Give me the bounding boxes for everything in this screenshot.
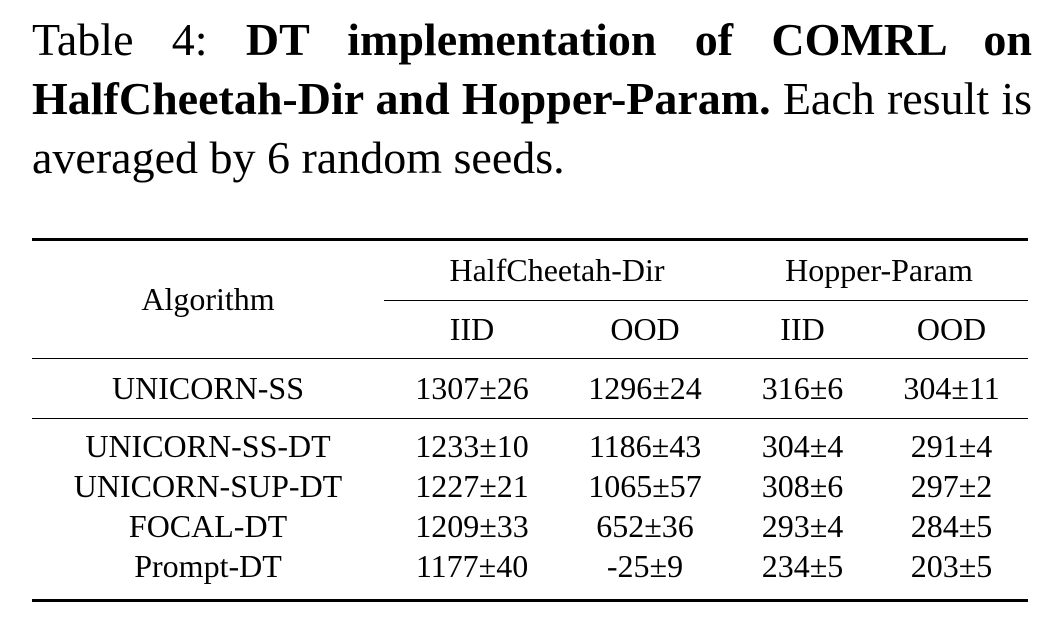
subheader-row: IID OOD IID OOD xyxy=(32,301,1028,359)
value-cell: 1233±10 xyxy=(415,428,529,465)
subheader: OOD xyxy=(610,311,680,347)
value-cell: 304±4 xyxy=(761,428,844,465)
value-cell: 316±6 xyxy=(761,370,844,406)
data-row: UNICORN-SS-DT 1233±10 1186±43 304±4 291±4 xyxy=(32,418,1028,467)
data-row: UNICORN-SS 1307±26 1296±24 316±6 304±11 xyxy=(32,358,1028,419)
algorithm-cell: UNICORN-SUP-DT xyxy=(73,468,343,504)
caption-title: DT implementation of COMRL on HalfCheeta… xyxy=(32,14,1033,124)
subheader: IID xyxy=(780,311,825,347)
value-cell: 293±4 xyxy=(761,508,844,544)
value-cell: 308±6 xyxy=(761,468,844,504)
subheader: OOD xyxy=(916,311,987,347)
algorithm-cell: FOCAL-DT xyxy=(128,508,288,544)
data-row: FOCAL-DT 1209±33 652±36 293±4 284±5 xyxy=(32,507,1028,547)
value-cell: 1227±21 xyxy=(415,468,529,504)
value-cell: 1186±43 xyxy=(588,428,702,465)
caption-text: Each result is averaged by 6 random seed… xyxy=(32,73,1033,183)
value-cell: 203±5 xyxy=(910,548,993,585)
value-cell: 1209±33 xyxy=(415,508,529,544)
value-cell: 1296±24 xyxy=(588,370,702,406)
group-header: HalfCheetah-Dir xyxy=(384,239,730,301)
caption-label: Table 4: xyxy=(32,14,208,65)
table-caption: Table 4: DT implementation of COMRL on H… xyxy=(32,10,1032,187)
value-cell: 1307±26 xyxy=(415,370,529,406)
value-cell: -25±9 xyxy=(606,548,684,585)
value-cell: 1065±57 xyxy=(588,468,702,504)
table-body: UNICORN-SS 1307±26 1296±24 316±6 304±11 UNICO… xyxy=(32,358,1028,601)
value-cell: 297±2 xyxy=(910,468,993,504)
data-row: Prompt-DT 1177±40 -25±9 234±5 203±5 xyxy=(32,547,1028,601)
header-cell: Algorithm xyxy=(141,281,275,317)
algorithm-cell: Prompt-DT xyxy=(134,548,282,585)
algorithm-cell: UNICORN-SS xyxy=(111,370,305,406)
algorithm-cell: UNICORN-SS-DT xyxy=(85,428,331,465)
value-cell: 1177±40 xyxy=(415,548,529,585)
value-cell: 291±4 xyxy=(910,428,993,465)
results-table: Algorithm HalfCheetah-Dir Hopper-Param I… xyxy=(32,238,1028,602)
value-cell: 304±11 xyxy=(903,370,1000,406)
value-cell: 284±5 xyxy=(910,508,993,544)
value-cell: 652±36 xyxy=(596,508,694,544)
value-cell: 234±5 xyxy=(761,548,844,585)
data-row: UNICORN-SUP-DT 1227±21 1065±57 308±6 297±2 xyxy=(32,467,1028,507)
group-header: Hopper-Param xyxy=(730,239,1028,301)
subheader: IID xyxy=(449,311,495,347)
header-row: Algorithm HalfCheetah-Dir Hopper-Param xyxy=(32,239,1028,317)
